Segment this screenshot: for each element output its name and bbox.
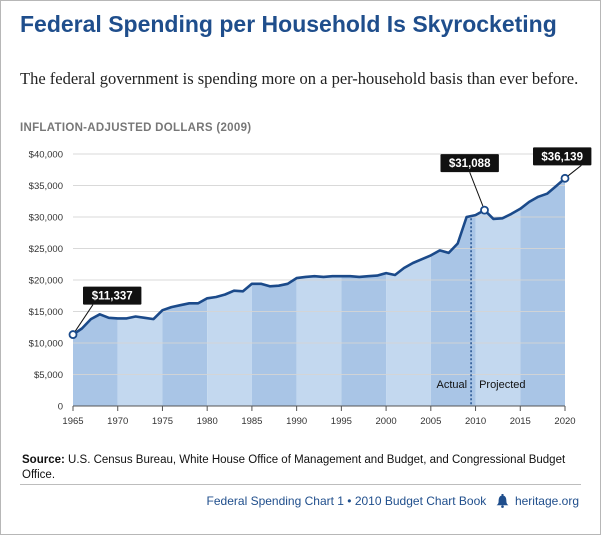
y-tick-label: $25,000 xyxy=(29,244,63,255)
y-tick-label: $40,000 xyxy=(29,150,63,161)
x-tick-label: 1975 xyxy=(152,416,173,427)
page-subtitle: The federal government is spending more … xyxy=(20,69,580,88)
x-tick-label: 1990 xyxy=(286,416,307,427)
y-tick-label: $35,000 xyxy=(29,181,63,192)
y-tick-label: $20,000 xyxy=(29,276,63,287)
x-tick-label: 1985 xyxy=(241,416,262,427)
x-tick-label: 1995 xyxy=(331,416,352,427)
x-tick-label: 1970 xyxy=(107,416,128,427)
page-title: Federal Spending per Household Is Skyroc… xyxy=(20,12,580,37)
footer: Federal Spending Chart 1 • 2010 Budget C… xyxy=(207,494,579,511)
x-tick-label: 2020 xyxy=(554,416,575,427)
spending-area-chart: 0 $5,000 $10,000 $15,000 $20,000 $25,000 $30,0… xyxy=(0,140,601,440)
liberty-bell-icon xyxy=(496,494,509,511)
callout-label: $31,088 xyxy=(449,158,491,170)
x-tick-label: 2010 xyxy=(465,416,486,427)
footer-chart-ref: Federal Spending Chart 1 • 2010 Budget C… xyxy=(207,494,487,508)
x-tick-label: 2000 xyxy=(376,416,397,427)
x-tick-label: 2015 xyxy=(510,416,531,427)
y-tick-label: $10,000 xyxy=(29,339,63,350)
y-tick-label: 0 xyxy=(58,402,63,413)
x-tick-label: 2005 xyxy=(420,416,441,427)
y-tick-label: $30,000 xyxy=(29,213,63,224)
callout-leader xyxy=(470,172,485,210)
callout-point xyxy=(70,331,77,338)
footer-site-link[interactable]: heritage.org xyxy=(515,494,579,508)
source-text: U.S. Census Bureau, White House Office o… xyxy=(22,454,565,481)
callout-label: $11,337 xyxy=(92,291,133,303)
phase-label-actual: Actual xyxy=(436,379,467,391)
y-tick-label: $5,000 xyxy=(34,370,63,381)
x-tick-label: 1965 xyxy=(62,416,83,427)
footer-divider xyxy=(20,484,581,485)
source-note: Source: U.S. Census Bureau, White House … xyxy=(22,453,582,483)
y-axis: 0 $5,000 $10,000 $15,000 $20,000 $25,000 $30,0… xyxy=(29,150,63,413)
callout-label: $36,139 xyxy=(541,151,583,163)
callout-point xyxy=(562,175,569,182)
unit-label: INFLATION-ADJUSTED DOLLARS (2009) xyxy=(20,122,251,134)
phase-label-projected: Projected xyxy=(479,379,525,391)
callout-point xyxy=(481,207,488,214)
y-tick-label: $15,000 xyxy=(29,307,63,318)
x-axis: 1965 1970 1975 1980 1985 1990 1995 2000 2005 2010… xyxy=(62,406,575,427)
x-tick-label: 1980 xyxy=(197,416,218,427)
source-label: Source: xyxy=(22,454,65,466)
